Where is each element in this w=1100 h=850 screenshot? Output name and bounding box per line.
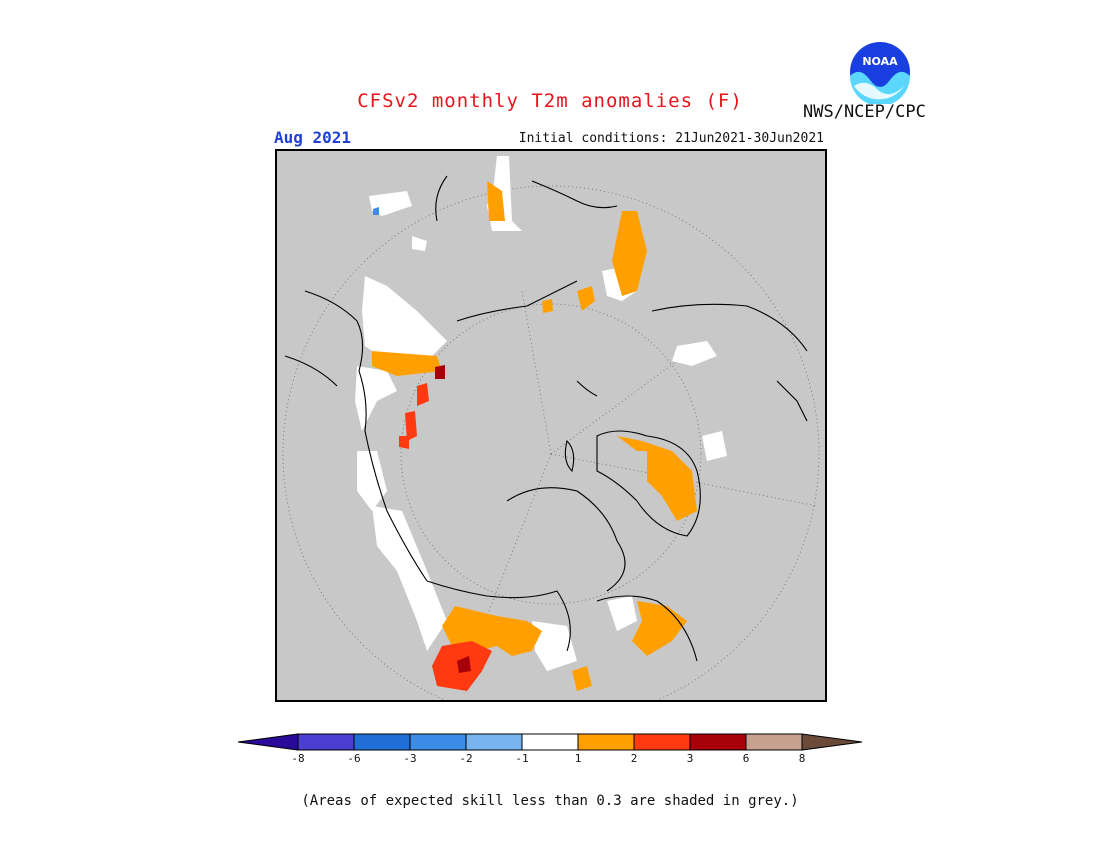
colorbar-swatch bbox=[465, 733, 523, 751]
colorbar-max-arrow bbox=[801, 733, 863, 751]
latitude-circles bbox=[282, 185, 820, 700]
orange-anomaly-regions bbox=[372, 181, 697, 691]
colorbar-swatch bbox=[577, 733, 635, 751]
colorbar-swatch bbox=[521, 733, 579, 751]
colorbar-swatch bbox=[353, 733, 411, 751]
colorbar-tick-label: 2 bbox=[630, 752, 638, 765]
agency-label: NWS/NCEP/CPC bbox=[803, 102, 926, 122]
blue-anomaly-regions bbox=[373, 207, 379, 215]
valid-month-label: Aug 2021 bbox=[274, 128, 352, 147]
colorbar-swatch bbox=[745, 733, 803, 751]
colorbar-min-arrow bbox=[237, 733, 299, 751]
polar-map bbox=[282, 156, 820, 700]
longitude-lines bbox=[476, 290, 818, 642]
colorbar-tick-label: -3 bbox=[403, 752, 417, 765]
colorbar-tick-labels: -8 -6 -3 -2 -1 1 2 3 6 8 bbox=[0, 752, 1100, 770]
noaa-logo-text: NOAA bbox=[862, 55, 898, 68]
colorbar-tick-label: 3 bbox=[686, 752, 694, 765]
colorbar-tick-label: 6 bbox=[742, 752, 750, 765]
red-anomaly-regions bbox=[399, 383, 492, 691]
coastlines bbox=[284, 175, 808, 662]
initial-conditions-label: Initial conditions: 21Jun2021-30Jun2021 bbox=[518, 131, 824, 146]
colorbar-tick-label: -6 bbox=[347, 752, 361, 765]
colorbar-tick-label: -8 bbox=[291, 752, 305, 765]
noaa-logo: NOAA bbox=[848, 40, 912, 106]
map-panel bbox=[275, 149, 827, 702]
colorbar-swatch bbox=[297, 733, 355, 751]
chart-title: CFSv2 monthly T2m anomalies (F) bbox=[357, 90, 743, 112]
colorbar-tick-label: -1 bbox=[515, 752, 529, 765]
colorbar-swatch bbox=[689, 733, 747, 751]
colorbar bbox=[237, 731, 863, 757]
colorbar-tick-label: 8 bbox=[798, 752, 806, 765]
colorbar-swatch bbox=[409, 733, 467, 751]
colorbar-swatch bbox=[633, 733, 691, 751]
colorbar-tick-label: 1 bbox=[574, 752, 582, 765]
skill-footnote: (Areas of expected skill less than 0.3 a… bbox=[301, 793, 799, 809]
dark-red-anomaly-regions bbox=[435, 365, 471, 673]
colorbar-tick-label: -2 bbox=[459, 752, 473, 765]
